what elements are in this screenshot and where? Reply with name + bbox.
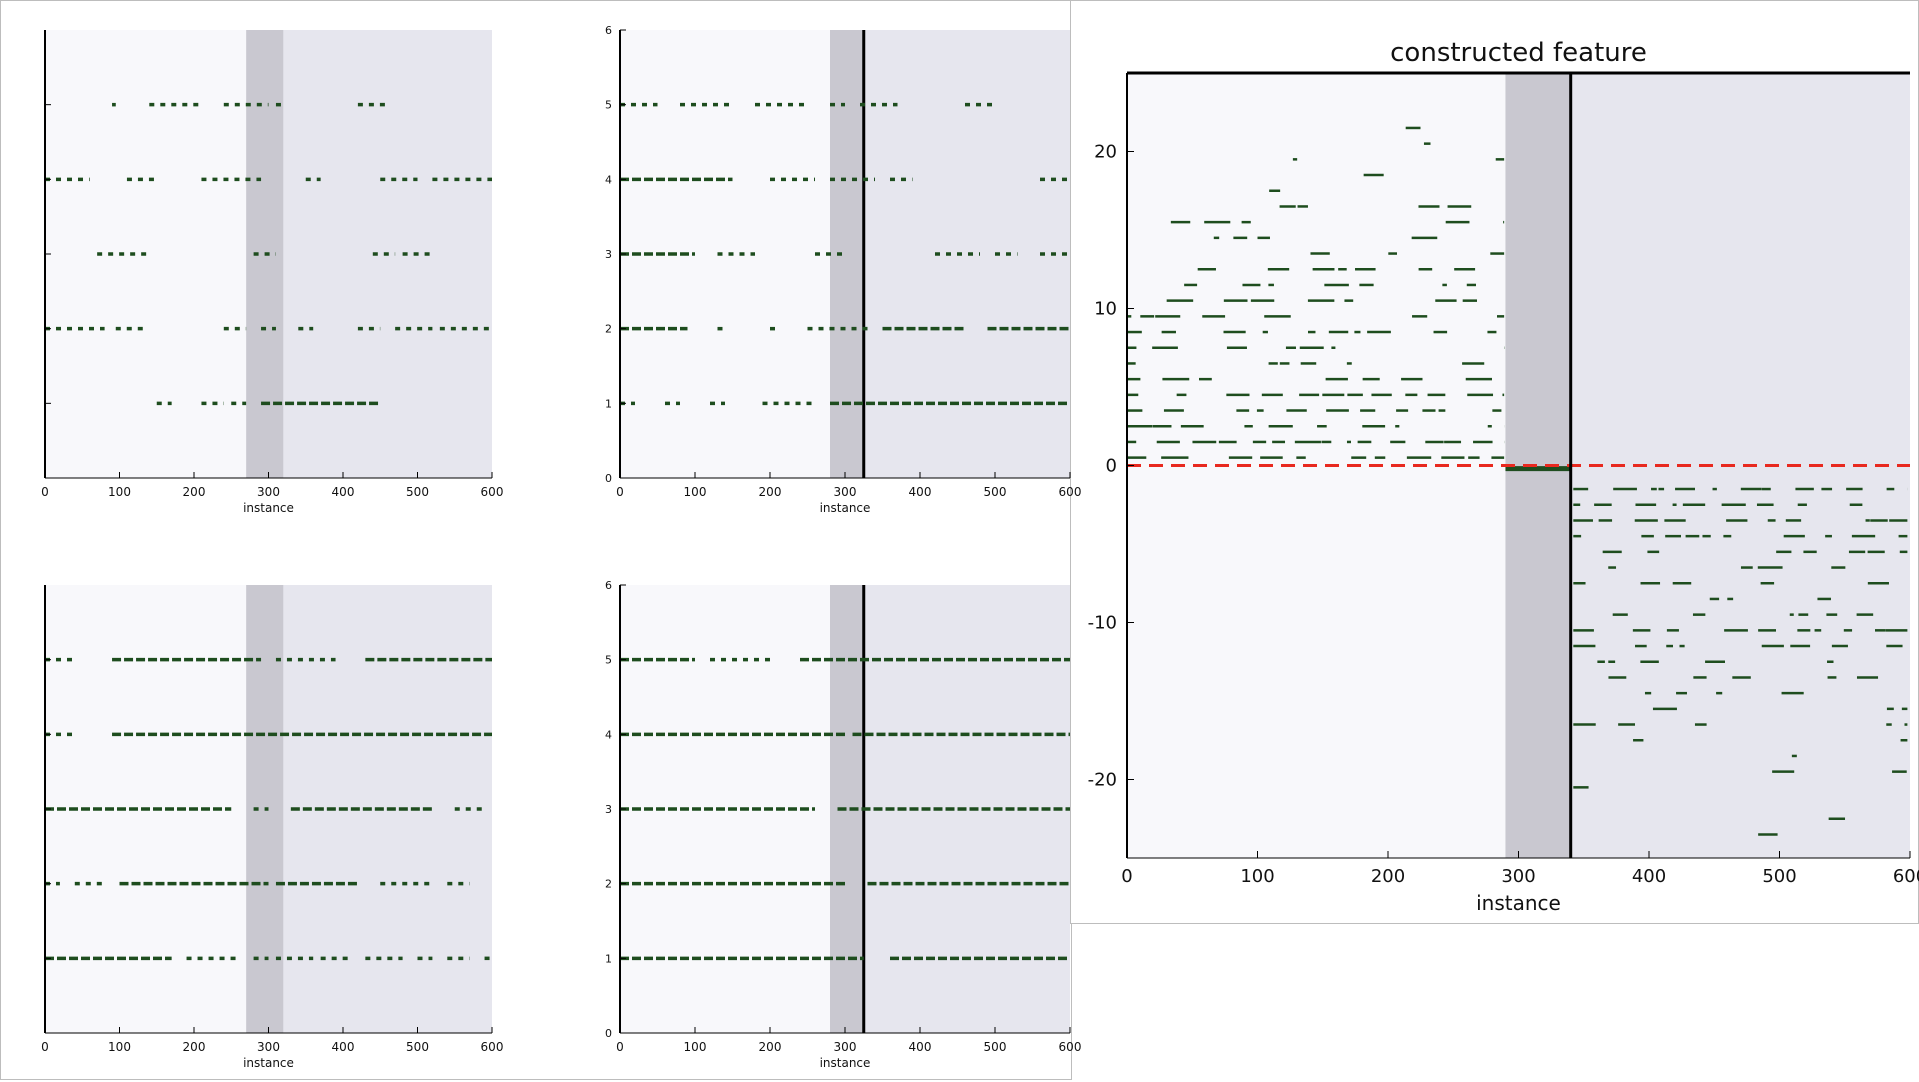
x-tick-label: 400 [909, 485, 932, 499]
y-tick-label: 1 [605, 397, 612, 410]
y-tick-label: 2 [605, 878, 612, 891]
x-tick-label: 300 [834, 1040, 857, 1054]
y-tick-label: 20 [1094, 142, 1117, 163]
x-tick-label: 200 [183, 485, 206, 499]
constructed-feature-plot: 0 100 200 300 400 500 600 -20 -10 0 10 20 constructe… [1088, 38, 1919, 915]
x-tick-label: 400 [909, 1040, 932, 1054]
x-tick-label: 500 [406, 485, 429, 499]
x-tick-label: 400 [1632, 866, 1666, 887]
y-tick-label: 5 [605, 654, 612, 667]
post-window-region [863, 585, 1070, 1033]
x-tick-label: 600 [1059, 1040, 1082, 1054]
x-tick-label: 0 [1121, 866, 1132, 887]
y-tick-label: 6 [605, 24, 612, 37]
x-tick-label: 100 [108, 1040, 131, 1054]
x-tick-label: 300 [257, 1040, 280, 1054]
x-tick-label: 100 [684, 1040, 707, 1054]
chart-title: constructed feature [1390, 38, 1647, 68]
x-tick-label: 300 [1501, 866, 1535, 887]
x-tick-label: 0 [41, 485, 49, 499]
y-tick-label: 0 [605, 472, 612, 485]
y-tick-label: 0 [605, 1027, 612, 1040]
x-tick-label: 600 [1893, 866, 1919, 887]
y-tick-label: 1 [605, 952, 612, 965]
subplot-1: 0 100 200 300 400 500 600 instance [41, 30, 503, 515]
x-axis-label: instance [243, 501, 294, 515]
subplot-2: 0 100 200 300 400 500 600 0 1 2 3 4 5 6 instance [605, 24, 1081, 515]
y-tick-label: -10 [1088, 613, 1117, 634]
x-tick-label: 200 [759, 485, 782, 499]
y-tick-label: 6 [605, 579, 612, 592]
x-tick-label: 200 [759, 1040, 782, 1054]
x-tick-label: 600 [481, 1040, 504, 1054]
x-tick-label: 600 [1059, 485, 1082, 499]
window-band [830, 30, 864, 478]
post-window-region [863, 30, 1070, 478]
y-tick-label: 4 [605, 728, 612, 741]
x-axis-label: instance [243, 1056, 294, 1070]
y-tick-label: 3 [605, 248, 612, 261]
y-tick-label: -20 [1088, 770, 1117, 791]
x-axis-label: instance [820, 1056, 871, 1070]
y-tick-label: 5 [605, 99, 612, 112]
x-tick-label: 400 [332, 1040, 355, 1054]
x-tick-label: 100 [108, 485, 131, 499]
window-band [830, 585, 864, 1033]
x-tick-label: 200 [1371, 866, 1405, 887]
x-tick-label: 0 [616, 485, 624, 499]
x-tick-label: 100 [1240, 866, 1274, 887]
x-tick-label: 100 [684, 485, 707, 499]
y-tick-label: 0 [1106, 456, 1117, 477]
x-tick-label: 300 [257, 485, 280, 499]
subplot-4: 0 100 200 300 400 500 600 0 1 2 3 4 5 6 instance [605, 579, 1081, 1070]
x-tick-label: 300 [834, 485, 857, 499]
x-tick-label: 500 [984, 1040, 1007, 1054]
y-tick-label: 3 [605, 803, 612, 816]
x-axis-label: instance [1476, 891, 1561, 915]
x-tick-label: 0 [616, 1040, 624, 1054]
subplot-3: 0 100 200 300 400 500 600 instance [41, 585, 503, 1070]
x-axis-label: instance [820, 501, 871, 515]
y-tick-label: 4 [605, 173, 612, 186]
x-tick-label: 200 [183, 1040, 206, 1054]
y-tick-label: 2 [605, 323, 612, 336]
x-tick-label: 400 [332, 485, 355, 499]
x-tick-label: 500 [406, 1040, 429, 1054]
window-band [1505, 73, 1571, 858]
constructed-feature-points [1127, 126, 1908, 836]
x-tick-label: 0 [41, 1040, 49, 1054]
y-tick-label: 10 [1094, 299, 1117, 320]
x-tick-label: 600 [481, 485, 504, 499]
x-tick-label: 500 [984, 485, 1007, 499]
x-tick-label: 500 [1762, 866, 1796, 887]
